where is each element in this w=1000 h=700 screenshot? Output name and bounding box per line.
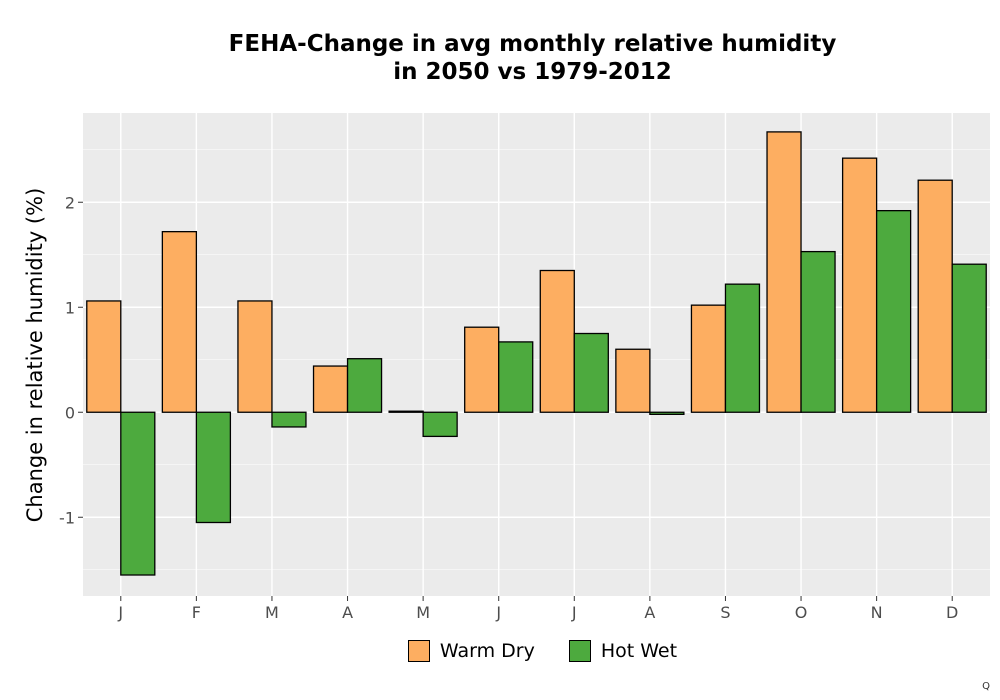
corner-mark: Q	[982, 681, 990, 692]
x-tick-label: J	[571, 603, 577, 622]
x-tick-label: A	[644, 603, 655, 622]
x-tick-label: O	[795, 603, 808, 622]
bar-warm-dry	[237, 300, 273, 413]
bar-hot-wet	[271, 411, 307, 428]
x-tick-label: A	[342, 603, 353, 622]
x-tick-label: M	[265, 603, 279, 622]
bar-warm-dry	[312, 365, 349, 413]
bar-warm-dry	[539, 269, 575, 413]
bar-hot-wet	[951, 263, 987, 413]
y-tick-label: 0	[65, 403, 75, 422]
x-tick-label: M	[416, 603, 430, 622]
bar-hot-wet	[875, 209, 912, 413]
legend-label: Hot Wet	[600, 640, 678, 662]
bar-hot-wet	[422, 411, 458, 438]
legend-label: Warm Dry	[439, 640, 535, 662]
y-tick-label: -1	[59, 508, 75, 527]
y-tick-label: 2	[65, 193, 75, 212]
bar-hot-wet	[120, 411, 156, 576]
legend: Warm Dry Hot Wet	[0, 640, 1000, 662]
chart-title: FEHA-Change in avg monthly relative humi…	[0, 30, 1000, 86]
chart-title-line-2: in 2050 vs 1979-2012	[393, 59, 672, 85]
x-tick-label: N	[871, 603, 883, 622]
bar-hot-wet	[573, 332, 609, 413]
bar-hot-wet	[800, 250, 836, 413]
x-tick-label: J	[117, 603, 123, 622]
bar-warm-dry	[464, 326, 500, 413]
bar-hot-wet	[649, 411, 685, 415]
legend-item: Warm Dry	[407, 640, 535, 662]
x-tick-label: J	[495, 603, 501, 622]
bar-warm-dry	[161, 230, 198, 413]
legend-item: Hot Wet	[568, 640, 678, 662]
bars	[86, 131, 987, 576]
chart-title-line-1: FEHA-Change in avg monthly relative humi…	[228, 31, 837, 57]
bar-warm-dry	[615, 348, 651, 413]
bar-warm-dry	[388, 410, 424, 413]
bar-warm-dry	[841, 157, 878, 413]
bar-warm-dry	[86, 300, 122, 413]
y-axis-label: Change in relative humidity (%)	[23, 188, 47, 523]
y-tick-label: 1	[65, 298, 75, 317]
legend-swatch	[407, 640, 430, 662]
bar-hot-wet	[346, 358, 383, 413]
bar-hot-wet	[724, 283, 761, 413]
bar-hot-wet	[498, 341, 534, 413]
plot-panel	[83, 113, 990, 596]
bar-warm-dry	[690, 304, 727, 413]
x-tick-label: D	[946, 603, 958, 622]
x-tick-label: S	[720, 603, 730, 622]
legend-swatch	[568, 640, 591, 662]
minor-gridlines	[83, 149, 990, 571]
bar-hot-wet	[195, 411, 232, 524]
bar-warm-dry	[917, 179, 953, 413]
x-tick-label: F	[192, 603, 201, 622]
bar-warm-dry	[766, 131, 802, 413]
y-axis: -1 0 1 2	[59, 193, 83, 527]
